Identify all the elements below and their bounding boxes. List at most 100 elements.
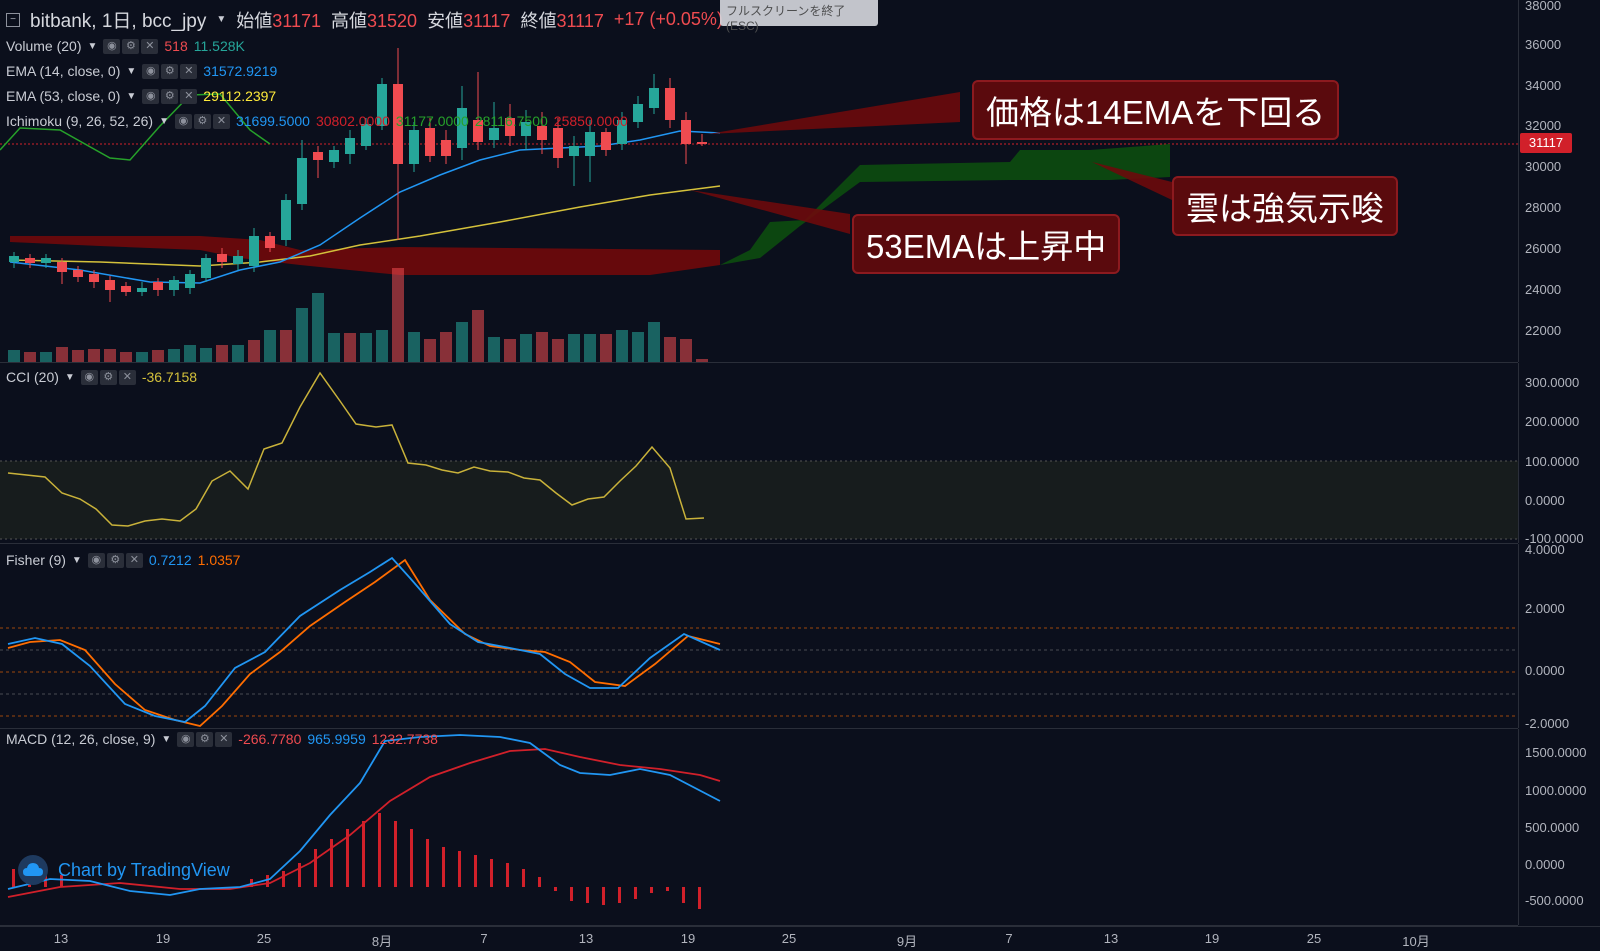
chevron-down-icon[interactable]: ▼	[161, 733, 172, 745]
volume-bars	[8, 268, 708, 362]
ichimoku-span-b-value: 25850.0000	[553, 113, 628, 129]
cci-pane[interactable]: CCI (20) ▼ ◉ ⚙ ✕ -36.7158	[0, 363, 1518, 544]
indicator-name[interactable]: CCI (20)	[6, 369, 59, 385]
candle	[233, 250, 243, 270]
callout-cloud-bullish[interactable]: 雲は強気示唆	[1172, 176, 1398, 236]
eye-icon[interactable]: ◉	[177, 731, 195, 747]
x-tick: 7	[1005, 931, 1013, 946]
chevron-down-icon[interactable]: ▼	[87, 40, 98, 52]
ema14-legend[interactable]: EMA (14, close, 0) ▼ ◉ ⚙ ✕ 31572.9219	[6, 61, 277, 81]
eye-icon[interactable]: ◉	[174, 113, 192, 129]
fisher-pane[interactable]: Fisher (9) ▼ ◉ ⚙ ✕ 0.7212 1.0357	[0, 544, 1518, 729]
gear-icon[interactable]: ⚙	[161, 88, 179, 104]
fisher-axis[interactable]: 4.0000 2.0000 0.0000 -2.0000	[1518, 542, 1600, 731]
tradingview-watermark[interactable]: Chart by TradingView	[18, 855, 230, 885]
fisher-trigger-value: 1.0357	[197, 552, 241, 568]
gear-icon[interactable]: ⚙	[122, 38, 140, 54]
macd-pane[interactable]: MACD (12, 26, close, 9) ▼ ◉ ⚙ ✕ -266.7780 …	[0, 729, 1518, 926]
x-tick: 25	[256, 931, 272, 946]
callout-pointer	[708, 92, 960, 134]
y-tick: -500.0000	[1525, 893, 1584, 908]
indicator-name[interactable]: EMA (53, close, 0)	[6, 88, 121, 104]
close-icon[interactable]: ✕	[118, 369, 136, 385]
callout-price-below-ema14[interactable]: 価格は14EMAを下回る	[972, 80, 1340, 140]
candle	[201, 254, 211, 282]
candle	[585, 120, 595, 182]
ichimoku-span-a-value: 28116.7500	[474, 113, 548, 129]
price-axis[interactable]: 38000 36000 34000 32000 30000 28000 2600…	[1518, 0, 1600, 362]
cci-value: -36.7158	[141, 369, 198, 385]
candle	[361, 118, 371, 150]
chevron-down-icon[interactable]: ▼	[126, 65, 137, 77]
y-tick: 4.0000	[1525, 542, 1565, 557]
fisher-value: 0.7212	[148, 552, 192, 568]
eye-icon[interactable]: ◉	[142, 63, 160, 79]
symbol-title[interactable]: bitbank, 1日, bcc_jpy	[30, 11, 207, 32]
close-icon[interactable]: ✕	[180, 63, 198, 79]
x-tick: 10月	[1402, 934, 1430, 949]
y-tick: 26000	[1525, 241, 1562, 256]
ohlc-close: 終値31117	[520, 10, 604, 31]
macd-signal-line	[7, 748, 721, 898]
x-tick: 13	[1103, 931, 1119, 946]
fullscreen-exit-tooltip: フルスクリーンを終了 (ESC)	[720, 0, 878, 33]
close-icon[interactable]: ✕	[180, 88, 198, 104]
indicator-name[interactable]: MACD (12, 26, close, 9)	[6, 731, 156, 747]
close-icon[interactable]: ✕	[125, 552, 143, 568]
close-icon[interactable]: ✕	[215, 731, 233, 747]
gear-icon[interactable]: ⚙	[193, 113, 211, 129]
gear-icon[interactable]: ⚙	[161, 63, 179, 79]
gear-icon[interactable]: ⚙	[196, 731, 214, 747]
callout-pointer	[1092, 162, 1172, 200]
price-pane[interactable]: − bitbank, 1日, bcc_jpy ▼ 始値31171 高値31520…	[0, 0, 1518, 363]
chevron-down-icon[interactable]: ▼	[64, 371, 75, 383]
ema53-legend[interactable]: EMA (53, close, 0) ▼ ◉ ⚙ ✕ 29112.2397	[6, 86, 276, 106]
ohlc-high: 高値31520	[331, 10, 418, 31]
ichimoku-conversion-value: 31699.5000	[235, 113, 310, 129]
y-tick: 24000	[1525, 282, 1562, 297]
close-icon[interactable]: ✕	[212, 113, 230, 129]
volume-legend[interactable]: Volume (20) ▼ ◉ ⚙ ✕ 518 11.528K	[6, 36, 245, 56]
candle	[185, 270, 195, 294]
indicator-name[interactable]: Ichimoku (9, 26, 52, 26)	[6, 113, 154, 129]
fisher-line	[7, 556, 721, 723]
eye-icon[interactable]: ◉	[80, 369, 98, 385]
gear-icon[interactable]: ⚙	[106, 552, 124, 568]
macd-axis[interactable]: 1500.0000 1000.0000 500.0000 0.0000 -500…	[1518, 729, 1600, 925]
chevron-down-icon[interactable]: ▼	[159, 115, 169, 127]
ichimoku-lagging-value: 31177.0000	[395, 113, 469, 129]
ema14-value: 31572.9219	[203, 63, 278, 79]
cci-line	[7, 371, 705, 527]
callout-ema53-rising[interactable]: 53EMAは上昇中	[852, 214, 1121, 274]
price-chart[interactable]	[0, 0, 1518, 362]
cci-legend[interactable]: CCI (20) ▼ ◉ ⚙ ✕ -36.7158	[6, 367, 197, 387]
macd-line	[7, 734, 721, 896]
candle	[441, 130, 451, 164]
watermark-text[interactable]: Chart by TradingView	[58, 859, 230, 880]
time-axis[interactable]: 13 19 25 8月 7 13 19 25 9月 7 13 19 25 10月	[0, 926, 1600, 951]
y-tick: -100.0000	[1525, 531, 1584, 546]
indicator-name[interactable]: EMA (14, close, 0)	[6, 63, 121, 79]
candlesticks	[9, 48, 707, 302]
eye-icon[interactable]: ◉	[87, 552, 105, 568]
macd-legend[interactable]: MACD (12, 26, close, 9) ▼ ◉ ⚙ ✕ -266.7780 …	[6, 729, 438, 749]
chevron-down-icon[interactable]: ▼	[126, 90, 137, 102]
candle	[681, 112, 691, 164]
indicator-name[interactable]: Volume (20)	[6, 38, 82, 54]
cci-chart[interactable]	[0, 363, 1518, 543]
ichimoku-lagging-span	[0, 93, 271, 161]
macd-chart[interactable]	[0, 729, 1518, 925]
chevron-down-icon[interactable]: ▼	[71, 554, 82, 566]
fisher-chart[interactable]	[0, 544, 1518, 728]
fisher-legend[interactable]: Fisher (9) ▼ ◉ ⚙ ✕ 0.7212 1.0357	[6, 550, 240, 570]
chevron-down-icon[interactable]: ▼	[216, 14, 227, 25]
collapse-icon[interactable]: −	[6, 12, 20, 27]
candle	[169, 276, 179, 296]
indicator-name[interactable]: Fisher (9)	[6, 552, 66, 568]
close-icon[interactable]: ✕	[141, 38, 159, 54]
cci-axis[interactable]: 300.0000 200.0000 100.0000 0.0000 -100.0…	[1518, 363, 1600, 546]
gear-icon[interactable]: ⚙	[99, 369, 117, 385]
eye-icon[interactable]: ◉	[142, 88, 160, 104]
eye-icon[interactable]: ◉	[103, 38, 121, 54]
ichimoku-legend[interactable]: Ichimoku (9, 26, 52, 26) ▼ ◉ ⚙ ✕ 31699.500…	[6, 111, 628, 131]
